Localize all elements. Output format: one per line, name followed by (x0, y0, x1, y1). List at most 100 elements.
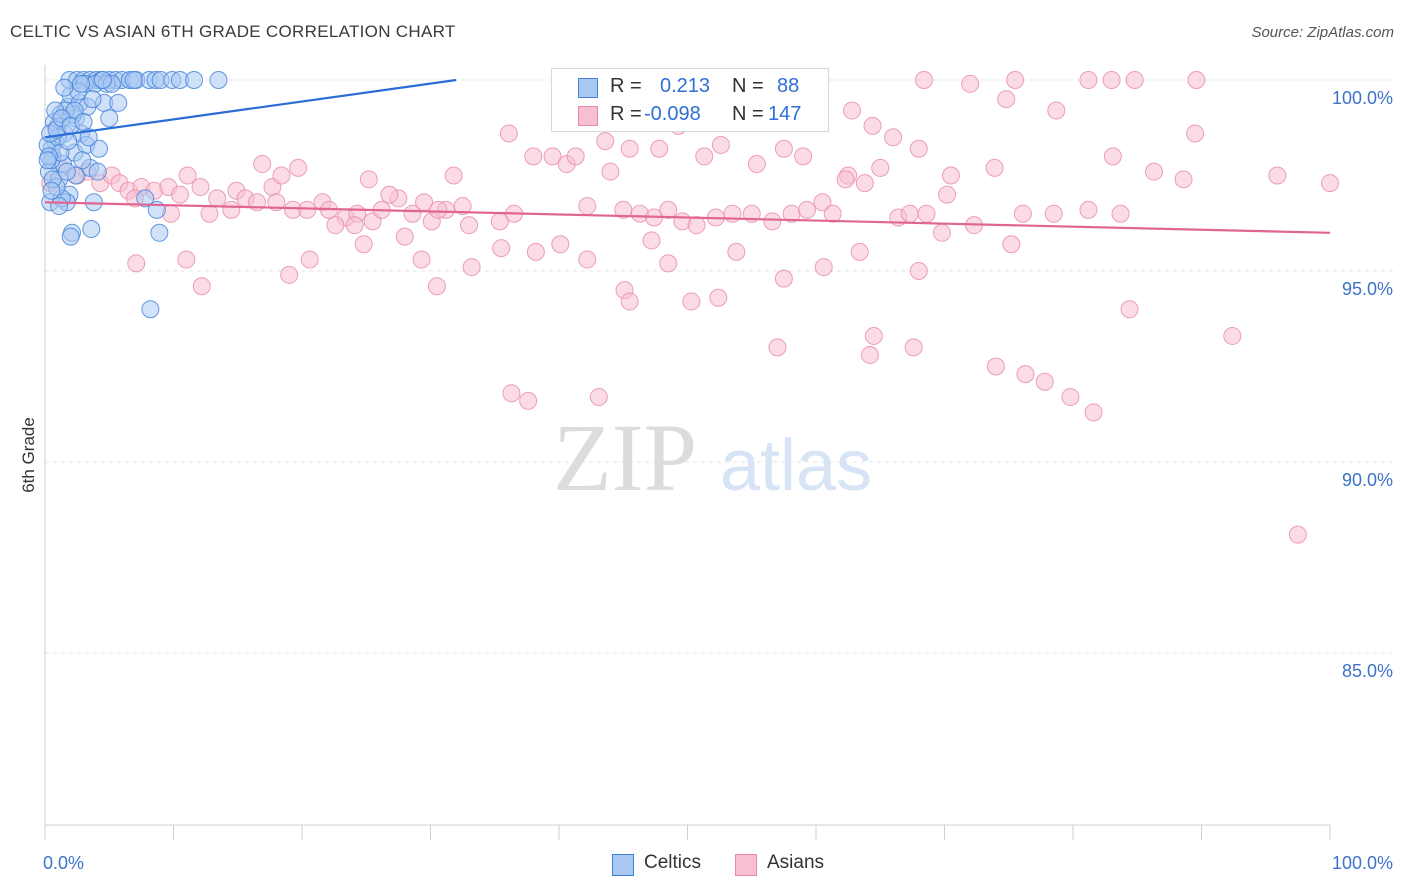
celtics-point (71, 74, 90, 93)
asians-point (395, 227, 414, 246)
asians-point (747, 155, 766, 174)
asians-point (659, 254, 678, 273)
asians-point (1102, 71, 1121, 89)
asians-point (551, 235, 570, 254)
watermark-atlas: atlas (720, 426, 872, 506)
asians-point (709, 288, 728, 307)
asians-point (836, 170, 855, 189)
asians-point (1013, 204, 1032, 223)
asians-point (687, 216, 706, 235)
asians-point (460, 216, 479, 235)
celtics-point (109, 93, 128, 112)
asians-point (941, 166, 960, 185)
asians-point (191, 177, 210, 196)
asians-point (1016, 365, 1035, 384)
asians-point (932, 223, 951, 242)
asians-point (798, 200, 817, 219)
asians-point (267, 193, 286, 212)
asians-point (578, 250, 597, 269)
asians-point (326, 216, 345, 235)
asians-point (298, 200, 317, 219)
asians-point (682, 292, 701, 311)
asians-point (863, 116, 882, 135)
asians-point (453, 197, 472, 216)
asians-point (774, 139, 793, 158)
celtics-point (209, 71, 228, 89)
asians-point (354, 235, 373, 254)
asians-point (813, 193, 832, 212)
asians-point (871, 158, 890, 177)
asians-point (345, 216, 364, 235)
asians-point (961, 74, 980, 93)
asians-point (864, 326, 883, 345)
celtics-n-value: 88 (777, 75, 800, 97)
asians-point (904, 338, 923, 357)
celtics-point (61, 227, 80, 246)
celtics-legend-label: Celtics (644, 852, 702, 873)
celtics-point (150, 223, 169, 242)
asians-point (1035, 372, 1054, 391)
y-axis-label: 6th Grade (19, 417, 38, 493)
legend-row-asians: R = -0.098 N = 147 (552, 101, 828, 129)
asians-point (502, 384, 521, 403)
asians-point (1144, 162, 1163, 181)
celtics-point (83, 90, 102, 109)
asians-point (768, 338, 787, 357)
asians-point (280, 265, 299, 284)
asians-point (1002, 235, 1021, 254)
grid (45, 79, 1395, 654)
asians-point (1268, 166, 1287, 185)
asians-point (774, 269, 793, 288)
asians-point (492, 239, 511, 258)
asians-legend-swatch (735, 854, 757, 876)
asians-point (620, 139, 639, 158)
asians-point (823, 204, 842, 223)
y-tick-label: 85.0% (1342, 661, 1393, 681)
asians-point (1079, 71, 1098, 89)
asians-trend-line (44, 201, 1331, 234)
asians-point (170, 185, 189, 204)
celtics-point (50, 197, 69, 216)
asians-point (763, 212, 782, 231)
asians-point (794, 147, 813, 166)
asians-point (909, 139, 928, 158)
celtics-point (93, 71, 112, 89)
celtics-point (73, 151, 92, 170)
asians-point (1174, 170, 1193, 189)
asians-point (985, 158, 1004, 177)
asians-point (526, 242, 545, 261)
asians-point (659, 200, 678, 219)
asians-point (917, 204, 936, 223)
asians-point (909, 262, 928, 280)
celtics-n-label: N = (732, 75, 764, 97)
asians-point (412, 250, 431, 269)
asians-point (543, 147, 562, 166)
asians-point (614, 200, 633, 219)
celtics-point (185, 71, 204, 89)
asians-point (359, 170, 378, 189)
asians-point (403, 204, 422, 223)
celtics-point (55, 78, 74, 97)
celtics-point (141, 300, 160, 319)
stats-legend: R = 0.213 N = 88 R = -0.098 N = 147 (551, 68, 829, 132)
asians-point (1321, 174, 1339, 193)
celtics-point (74, 113, 93, 132)
asians-point (1187, 71, 1206, 89)
asians-point (1288, 525, 1307, 544)
asians-n-value: 147 (768, 103, 802, 125)
asians-point (566, 147, 585, 166)
celtics-swatch (578, 78, 598, 98)
asians-point (727, 242, 746, 261)
watermark-zip: ZIP (553, 404, 697, 511)
asians-point (938, 185, 957, 204)
celtics-point (79, 128, 98, 147)
celtics-point (136, 189, 155, 208)
y-tick-label: 100.0% (1332, 88, 1393, 108)
asians-point (427, 277, 446, 296)
asians-point (1079, 200, 1098, 219)
asians-point (1223, 326, 1242, 345)
y-tick-label: 95.0% (1342, 279, 1393, 299)
asians-point (650, 139, 669, 158)
asians-point (1125, 71, 1144, 89)
x-tick-label: 0.0% (43, 853, 84, 873)
